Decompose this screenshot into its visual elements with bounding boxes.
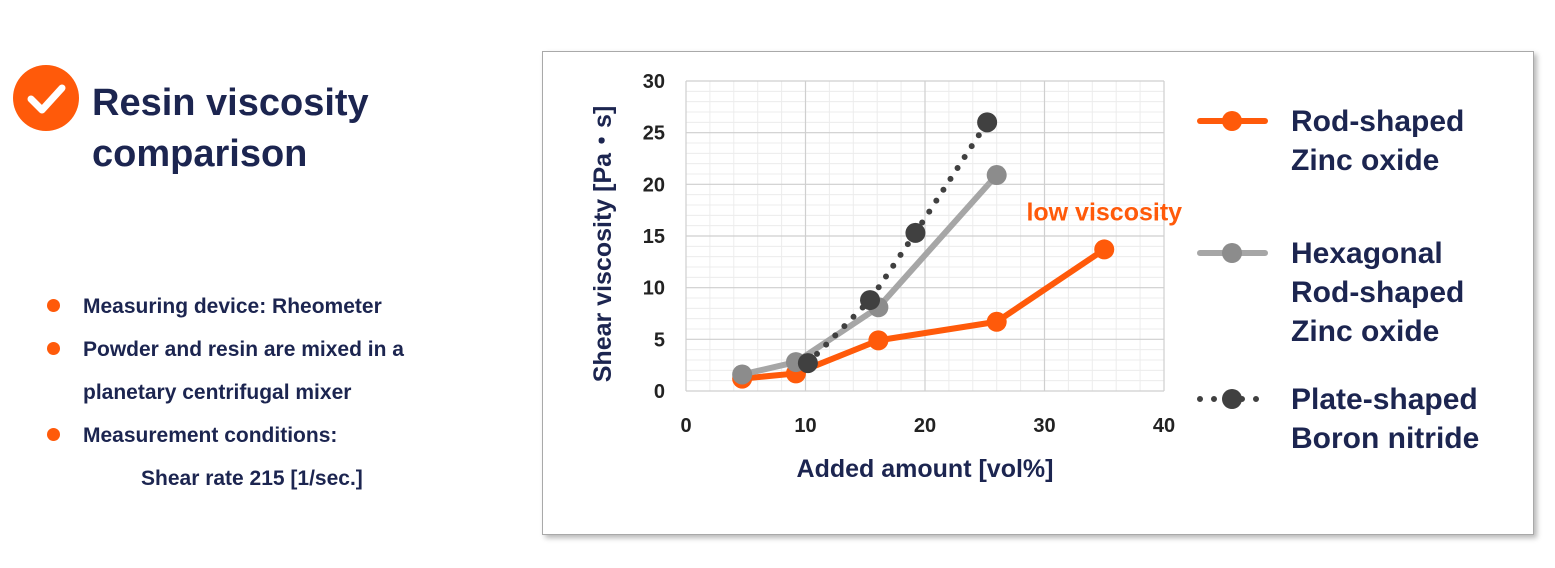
chart-panel: 0 10 20 30 40 0 5 10 15 20 25 30 Added amount [vol%]… bbox=[542, 51, 1534, 535]
legend-swatch-marker bbox=[1222, 389, 1242, 409]
data-point bbox=[977, 112, 998, 133]
legend-swatch-marker bbox=[1222, 243, 1242, 263]
legend-label: Zinc oxide bbox=[1291, 315, 1439, 348]
note-line: Measurement conditions: bbox=[83, 424, 338, 447]
y-tick-label: 15 bbox=[643, 226, 665, 248]
data-point bbox=[1094, 239, 1115, 260]
measurement-notes: Measuring device: Rheometer Powder and r… bbox=[44, 285, 404, 500]
bullet-dot bbox=[47, 342, 60, 355]
y-tick-label: 25 bbox=[643, 123, 665, 145]
legend-label: Plate-shaped bbox=[1291, 383, 1478, 416]
legend-label: Zinc oxide bbox=[1291, 144, 1439, 177]
legend-label: Rod-shaped bbox=[1291, 105, 1464, 138]
bullet-dot bbox=[47, 428, 60, 441]
data-point bbox=[797, 353, 818, 374]
y-tick-label: 30 bbox=[643, 71, 665, 93]
y-tick-label: 10 bbox=[643, 278, 665, 300]
legend-label: Hexagonal bbox=[1291, 237, 1443, 270]
data-point bbox=[732, 364, 753, 385]
y-tick-label: 0 bbox=[654, 381, 665, 403]
note-line: Powder and resin are mixed in a bbox=[83, 338, 404, 361]
note-item: Measuring device: Rheometer bbox=[44, 285, 404, 328]
annotation-label: low viscosity bbox=[1026, 199, 1182, 227]
note-item: Powder and resin are mixed in a planetar… bbox=[44, 328, 404, 414]
x-tick-label: 40 bbox=[1153, 415, 1175, 437]
note-line: Measuring device: Rheometer bbox=[83, 295, 382, 318]
check-icon bbox=[27, 84, 66, 114]
x-axis-label: Added amount [vol%] bbox=[797, 455, 1054, 483]
data-point bbox=[905, 222, 926, 243]
y-axis-label: Shear viscosity [Pa・s] bbox=[589, 106, 617, 383]
note-line: Shear rate 215 [1/sec.] bbox=[141, 467, 363, 490]
viscosity-chart: 0 10 20 30 40 0 5 10 15 20 25 30 Added amount [vol%]… bbox=[589, 71, 1479, 483]
x-tick-label: 20 bbox=[914, 415, 936, 437]
page-title-line: comparison bbox=[92, 133, 308, 175]
y-tick-label: 20 bbox=[643, 174, 665, 196]
series-line bbox=[804, 119, 991, 367]
x-tick-label: 30 bbox=[1033, 415, 1055, 437]
y-tick-label: 5 bbox=[654, 329, 665, 351]
legend-label: Rod-shaped bbox=[1291, 276, 1464, 309]
note-item: Measurement conditions: Shear rate 215 [… bbox=[44, 414, 404, 500]
page-title-line: Resin viscosity bbox=[92, 82, 369, 124]
note-line: planetary centrifugal mixer bbox=[83, 381, 352, 404]
data-point bbox=[860, 290, 881, 311]
data-point bbox=[986, 165, 1007, 186]
legend-label: Boron nitride bbox=[1291, 422, 1479, 455]
page-title: Resin viscosity comparison bbox=[92, 78, 369, 180]
legend-entry: Rod-shaped Zinc oxide bbox=[1197, 105, 1464, 177]
check-badge bbox=[13, 65, 79, 131]
bullet-dot bbox=[47, 299, 60, 312]
legend-entry: Plate-shaped Boron nitride bbox=[1197, 383, 1479, 455]
legend-entry: Hexagonal Rod-shaped Zinc oxide bbox=[1197, 237, 1464, 348]
x-tick-label: 10 bbox=[794, 415, 816, 437]
data-point bbox=[868, 330, 889, 351]
x-tick-label: 0 bbox=[680, 415, 691, 437]
legend-swatch-marker bbox=[1222, 111, 1242, 131]
data-point bbox=[986, 311, 1007, 332]
